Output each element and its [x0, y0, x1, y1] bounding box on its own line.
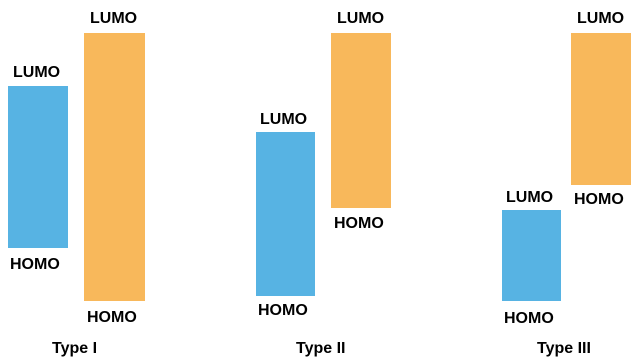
type-label: Type III [537, 340, 591, 357]
donor-homo-label: HOMO [504, 310, 554, 327]
donor-lumo-label: LUMO [506, 189, 554, 206]
donor-lumo-label: LUMO [260, 111, 308, 128]
acceptor-homo-label: HOMO [334, 215, 384, 232]
type-label: Type II [296, 340, 346, 357]
donor-lumo-label: LUMO [13, 64, 61, 81]
acceptor-lumo-label: LUMO [337, 10, 385, 27]
donor-band-bar [256, 132, 315, 296]
donor-homo-label: HOMO [258, 302, 308, 319]
acceptor-homo-label: HOMO [87, 309, 137, 326]
donor-band-bar [502, 210, 561, 301]
acceptor-band-bar [331, 33, 391, 208]
donor-band-bar [8, 86, 68, 248]
donor-homo-label: HOMO [10, 256, 60, 273]
acceptor-band-bar [84, 33, 145, 301]
acceptor-lumo-label: LUMO [90, 10, 138, 27]
acceptor-lumo-label: LUMO [577, 10, 625, 27]
acceptor-homo-label: HOMO [574, 191, 624, 208]
type-label: Type I [52, 340, 98, 357]
acceptor-band-bar [571, 33, 631, 185]
